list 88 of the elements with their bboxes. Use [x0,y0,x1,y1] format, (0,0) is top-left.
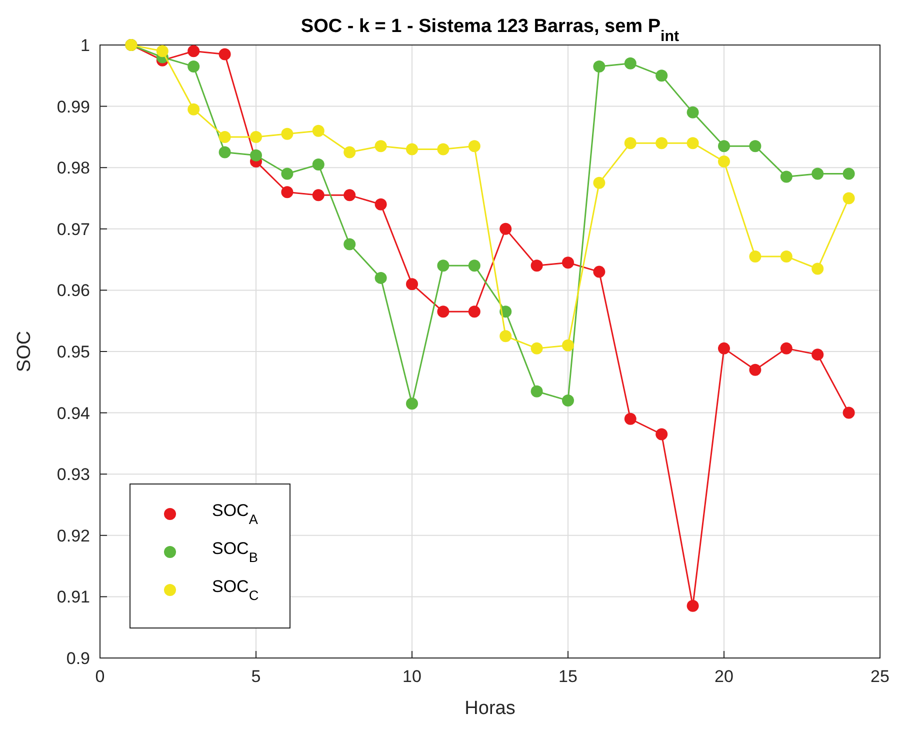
point [344,238,356,250]
y-tick-label: 0.96 [56,281,90,300]
point [842,192,855,204]
point [624,137,636,150]
point [218,48,231,60]
y-tick-label: 0.9 [66,649,90,668]
point [624,412,636,425]
point [312,124,324,137]
point [749,364,762,376]
point [624,57,636,70]
point [468,306,480,318]
y-tick-label: 1 [80,36,90,55]
point [250,130,262,143]
point [842,168,855,180]
point [686,106,699,118]
point [156,45,168,58]
point [718,140,730,152]
point [374,272,387,284]
y-axis-title: SOC [14,330,35,372]
point [437,143,450,156]
point [812,262,824,275]
point [468,140,480,152]
y-tick-label: 0.97 [56,220,90,239]
point [686,137,699,150]
point [656,70,668,82]
y-tick-label: 0.91 [56,588,90,607]
point [281,168,294,180]
x-tick-label: 5 [251,667,261,686]
point [812,168,824,180]
point [530,385,543,398]
point [374,140,387,152]
legend-label: SOC$_{A}$ [212,501,259,526]
point [656,137,668,150]
legend-label: SOC$_{B}$ [212,539,258,564]
point [530,342,543,354]
x-tick-label: 15 [558,667,578,686]
y-tick-label: 0.95 [56,342,90,362]
point [749,140,762,152]
point [281,128,294,140]
point [437,260,450,272]
point [188,45,200,58]
chart-title: SOC - k = 1 - Sistema 123 Barras, sem P$_{int}$ [300,16,680,44]
point [468,260,480,272]
x-tick-label: 25 [870,667,890,686]
point [718,155,730,168]
y-tick-label: 0.92 [56,526,90,546]
point [374,198,387,210]
point [406,398,418,410]
x-tick-label: 20 [714,667,734,686]
point [780,170,792,183]
y-tick-label: 0.94 [56,404,90,423]
point [218,146,231,158]
x-tick-label: 0 [95,667,105,686]
point [344,146,356,158]
point [593,60,606,72]
point [500,222,512,235]
point [593,176,606,189]
x-axis-title: Horas [464,698,516,719]
y-tick-label: 0.93 [56,465,90,484]
point [842,406,855,419]
x-tick-label: 10 [402,667,422,686]
y-tick-label: 0.99 [56,97,90,116]
point [749,250,762,262]
point [500,330,512,342]
point [188,60,200,72]
point [312,158,324,171]
point [406,143,418,156]
point [437,306,450,318]
point [812,348,824,361]
point [593,266,606,278]
point [218,130,231,143]
point [718,342,730,354]
point [188,103,200,116]
point [686,600,699,612]
y-tick-label: 0.98 [56,158,90,178]
point [406,278,418,290]
point [312,189,324,202]
point [780,250,792,262]
legend-label: SOC$_{C}$ [212,577,259,602]
point [562,256,574,269]
point [780,342,792,354]
point [656,428,668,440]
point [281,186,294,198]
point [250,149,262,162]
point [530,260,543,272]
point [344,189,356,202]
point [562,339,574,352]
point [562,394,574,407]
